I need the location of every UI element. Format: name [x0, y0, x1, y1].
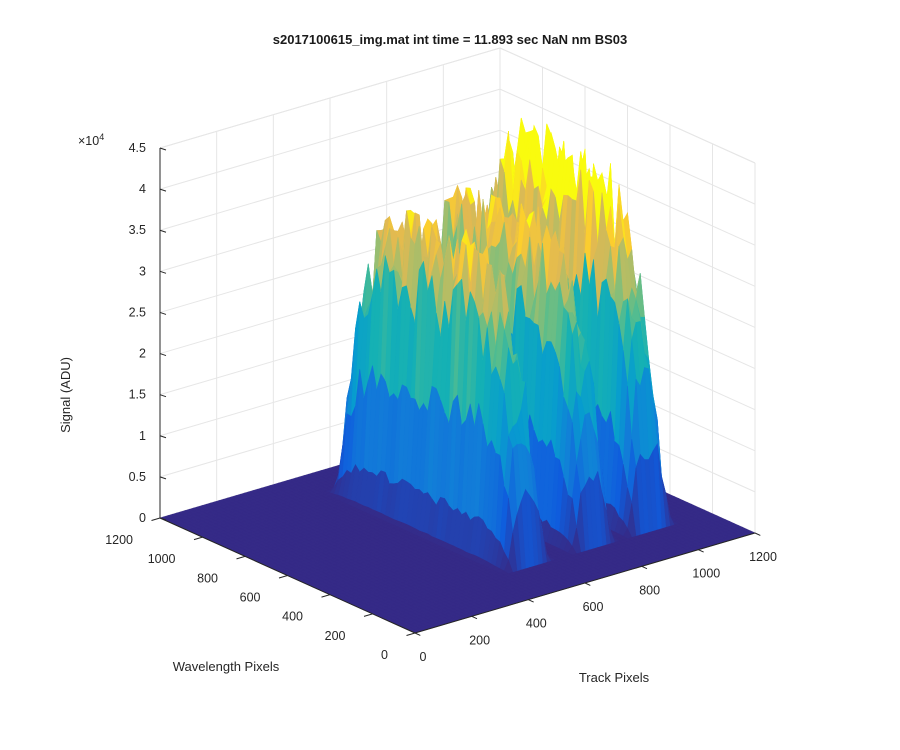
x-tick [414, 632, 421, 636]
x-tick [698, 549, 704, 553]
x-tick-label: 1200 [749, 550, 777, 564]
z-exponent: 4 [99, 132, 104, 142]
x-tick-label: 800 [639, 583, 660, 597]
z-tick [159, 435, 167, 439]
wall-grid-z [159, 88, 501, 190]
z-tick [159, 147, 167, 151]
y-tick-label: 0 [381, 648, 388, 662]
z-tick [159, 229, 167, 233]
z-tick [159, 476, 167, 480]
wall-grid-z [159, 129, 501, 231]
z-tick [159, 394, 167, 398]
side-grid-z [499, 47, 756, 164]
x-tick [528, 599, 534, 603]
z-tick [159, 517, 167, 521]
y-tick-label: 200 [325, 629, 346, 643]
x-tick-label: 600 [583, 600, 604, 614]
z-tick-label: 1 [139, 429, 146, 443]
x-tick-label: 0 [420, 650, 427, 664]
y-tick [236, 555, 246, 560]
y-tick [321, 594, 331, 598]
y-tick [151, 517, 161, 521]
x-tick-label: 400 [526, 617, 547, 631]
z-tick-label: 1.5 [129, 388, 146, 402]
z-tick-label: 3 [139, 264, 146, 278]
x-tick [641, 565, 648, 570]
x-tick [584, 582, 591, 586]
z-tick-label: 0.5 [129, 470, 146, 484]
x-axis-label: Track Pixels [579, 670, 650, 685]
y-tick-label: 600 [240, 591, 261, 605]
x-tick-label: 1000 [692, 567, 720, 581]
z-tick-label: 4.5 [129, 141, 146, 155]
wall-grid-z [159, 47, 501, 149]
z-tick-label: 0 [139, 511, 146, 525]
side-grid-z [499, 129, 756, 246]
y-tick-label: 1000 [148, 552, 176, 566]
z-tick [159, 188, 167, 192]
y-tick [193, 536, 203, 541]
y-tick-label: 800 [197, 571, 218, 585]
z-tick [159, 353, 167, 357]
z-tick [159, 311, 167, 315]
z-tick-label: 4 [139, 182, 146, 196]
y-tick-label: 1200 [105, 533, 133, 547]
y-tick-label: 400 [282, 610, 303, 624]
x-tick [471, 615, 478, 620]
y-tick [278, 575, 288, 579]
y-tick [363, 613, 373, 617]
y-tick [406, 632, 416, 636]
x-tick-label: 200 [469, 633, 490, 647]
x-tick [754, 532, 761, 536]
side-grid-z [499, 88, 756, 205]
wall-grid-z [159, 170, 501, 272]
z-axis-label: Signal (ADU) [58, 357, 73, 433]
z-tick [159, 270, 167, 274]
z-tick-label: 2.5 [129, 305, 146, 319]
z-tick-label: 3.5 [129, 223, 146, 237]
chart-title: s2017100615_img.mat int time = 11.893 se… [272, 32, 628, 47]
z-multiplier: ×104 [78, 132, 104, 148]
tick-labels: 0200400600800100012000200400600800100012… [105, 141, 777, 664]
surface [159, 117, 756, 634]
y-axis-label: Wavelength Pixels [173, 659, 280, 674]
z-tick-label: 2 [139, 347, 146, 361]
